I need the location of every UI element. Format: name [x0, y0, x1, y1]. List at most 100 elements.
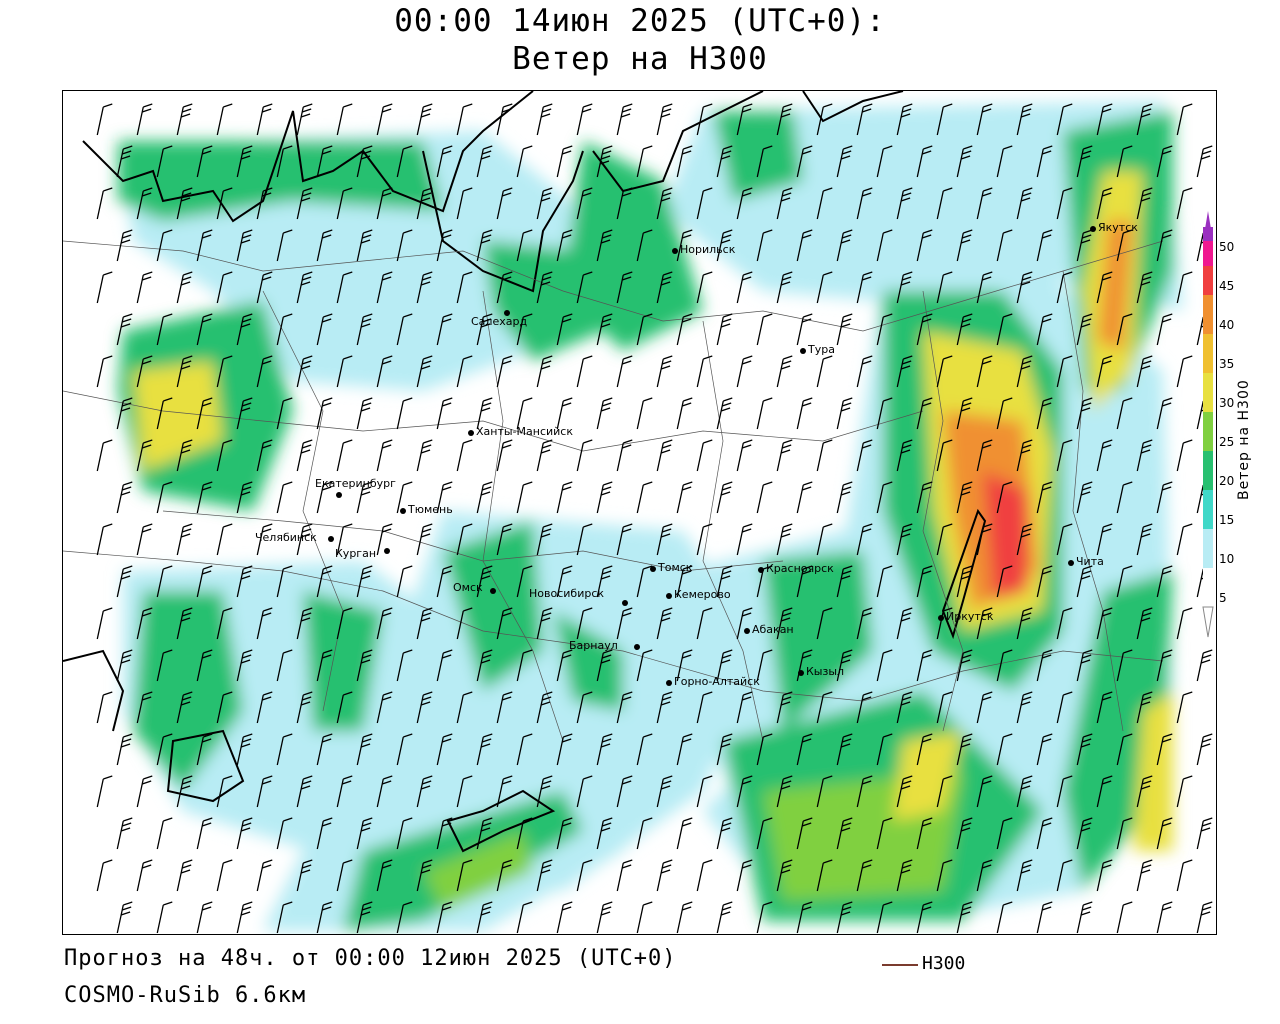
- city-dot: [400, 508, 406, 514]
- wind-barb: [236, 733, 253, 766]
- wind-barb: [136, 103, 153, 136]
- wind-barb: [256, 859, 273, 892]
- wind-barb: [1136, 523, 1153, 556]
- wind-barb: [156, 565, 173, 598]
- wind-barb: [156, 397, 173, 430]
- wind-barb: [1076, 565, 1093, 598]
- wind-barb: [1176, 271, 1193, 304]
- wind-barb: [536, 775, 553, 808]
- wind-barb: [336, 775, 353, 808]
- wind-barb: [916, 733, 933, 766]
- wind-barb: [1116, 733, 1133, 766]
- wind-barb: [236, 229, 253, 262]
- wind-barb: [356, 145, 373, 178]
- wind-barb: [916, 817, 933, 850]
- wind-barb: [456, 691, 473, 724]
- wind-barb: [296, 187, 313, 220]
- wind-barb: [856, 187, 873, 220]
- wind-barb: [576, 607, 593, 640]
- wind-barb: [956, 481, 973, 514]
- wind-barb: [556, 901, 573, 934]
- wind-barb: [476, 397, 493, 430]
- wind-barb: [816, 103, 833, 136]
- wind-barb: [976, 439, 993, 472]
- wind-barb: [456, 859, 473, 892]
- wind-barb: [816, 439, 833, 472]
- wind-barb: [1036, 733, 1053, 766]
- wind-barb: [376, 355, 393, 388]
- wind-barb: [1016, 187, 1033, 220]
- wind-barb: [1176, 691, 1193, 724]
- wind-barb: [796, 313, 813, 346]
- wind-barb: [696, 355, 713, 388]
- wind-barb: [436, 229, 453, 262]
- wind-barb: [436, 481, 453, 514]
- wind-barb: [136, 439, 153, 472]
- wind-barb: [616, 187, 633, 220]
- wind-barb: [876, 481, 893, 514]
- wind-barb: [516, 649, 533, 682]
- wind-barb: [976, 271, 993, 304]
- wind-barb: [656, 775, 673, 808]
- city-label: Кемерово: [674, 588, 731, 601]
- wind-barb: [96, 775, 113, 808]
- wind-barb: [456, 187, 473, 220]
- wind-barb: [216, 607, 233, 640]
- wind-barb: [536, 103, 553, 136]
- wind-barb: [1136, 607, 1153, 640]
- city-label: Челябинск: [255, 531, 317, 544]
- wind-barb: [696, 691, 713, 724]
- wind-barbs: [96, 103, 1213, 934]
- wind-barb: [176, 607, 193, 640]
- wind-barb: [156, 649, 173, 682]
- wind-barb: [1096, 103, 1113, 136]
- wind-barb: [236, 313, 253, 346]
- wind-barb: [116, 733, 133, 766]
- wind-barb: [1116, 565, 1133, 598]
- wind-barb: [556, 145, 573, 178]
- colorbar-segment: [1203, 568, 1213, 607]
- wind-barb: [796, 733, 813, 766]
- wind-barb: [1096, 523, 1113, 556]
- wind-barb: [836, 901, 853, 934]
- wind-barb: [576, 271, 593, 304]
- city-dot: [1068, 560, 1074, 566]
- city-label: Новосибирск: [529, 587, 605, 600]
- wind-barb: [416, 859, 433, 892]
- wind-barb: [1156, 649, 1173, 682]
- city-label: Горно-Алтайск: [674, 675, 760, 688]
- wind-barb: [856, 775, 873, 808]
- wind-barb: [696, 775, 713, 808]
- h300-line-swatch: [882, 964, 918, 966]
- wind-barb: [676, 901, 693, 934]
- wind-barb: [1116, 901, 1133, 934]
- wind-barb: [196, 733, 213, 766]
- wind-barb: [396, 397, 413, 430]
- wind-barb: [1176, 523, 1193, 556]
- wind-barb: [936, 355, 953, 388]
- wind-barb: [276, 313, 293, 346]
- wind-barb: [596, 313, 613, 346]
- wind-barb: [576, 775, 593, 808]
- wind-barb: [876, 313, 893, 346]
- wind-barb: [316, 901, 333, 934]
- wind-barb: [256, 103, 273, 136]
- wind-barb: [616, 439, 633, 472]
- wind-barb: [336, 523, 353, 556]
- wind-barb: [336, 103, 353, 136]
- wind-barb: [216, 103, 233, 136]
- wind-barb: [816, 775, 833, 808]
- wind-barb: [576, 439, 593, 472]
- wind-barb: [436, 817, 453, 850]
- wind-barb: [716, 313, 733, 346]
- wind-barb: [896, 271, 913, 304]
- wind-barb: [1056, 271, 1073, 304]
- wind-barb: [256, 187, 273, 220]
- city-label: Томск: [658, 561, 693, 574]
- wind-barb: [1016, 271, 1033, 304]
- city-label: Якутск: [1098, 221, 1138, 234]
- wind-barb: [416, 355, 433, 388]
- wind-barb: [816, 859, 833, 892]
- wind-barb: [876, 817, 893, 850]
- wind-barb: [336, 187, 353, 220]
